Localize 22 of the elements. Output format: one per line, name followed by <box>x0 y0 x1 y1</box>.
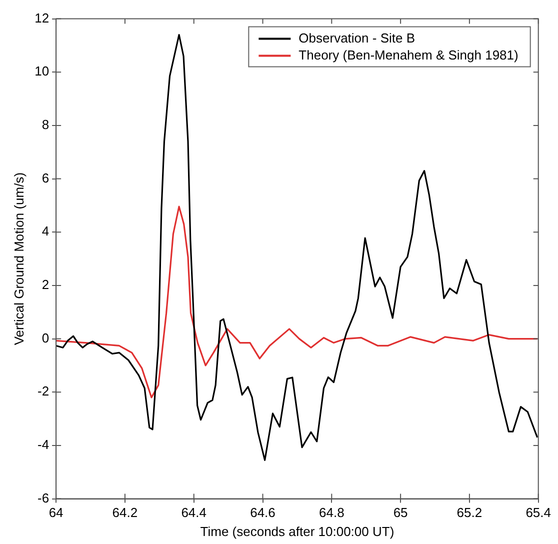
legend-label: Observation - Site B <box>298 30 416 46</box>
y-tick-label: -6 <box>37 490 50 506</box>
x-axis-title: Time (seconds after 10:00:00 UT) <box>200 524 394 539</box>
x-tick-label: 64.8 <box>319 505 344 520</box>
x-tick-label: 64.2 <box>112 505 138 520</box>
x-tick-label: 65.2 <box>456 505 482 520</box>
y-tick-label: 8 <box>42 117 50 132</box>
x-tick-label: 65 <box>393 505 408 520</box>
y-tick-label: -2 <box>37 384 50 399</box>
y-axis-title: Vertical Ground Motion (um/s) <box>11 172 26 346</box>
x-tick-label: 64.4 <box>181 505 207 520</box>
x-tick-label: 65.4 <box>526 505 552 520</box>
legend-label: Theory (Ben-Menahem & Singh 1981) <box>298 47 518 62</box>
y-tick-label: -4 <box>37 437 50 452</box>
y-tick-label: 10 <box>34 64 50 79</box>
x-tick-label: 64 <box>48 505 64 520</box>
x-tick-label: 64.6 <box>250 505 276 520</box>
y-tick-label: 0 <box>42 330 50 346</box>
y-tick-label: 2 <box>42 277 50 292</box>
y-tick-label: 4 <box>42 224 50 239</box>
y-tick-label: 6 <box>42 170 50 186</box>
y-tick-label: 12 <box>34 10 50 26</box>
